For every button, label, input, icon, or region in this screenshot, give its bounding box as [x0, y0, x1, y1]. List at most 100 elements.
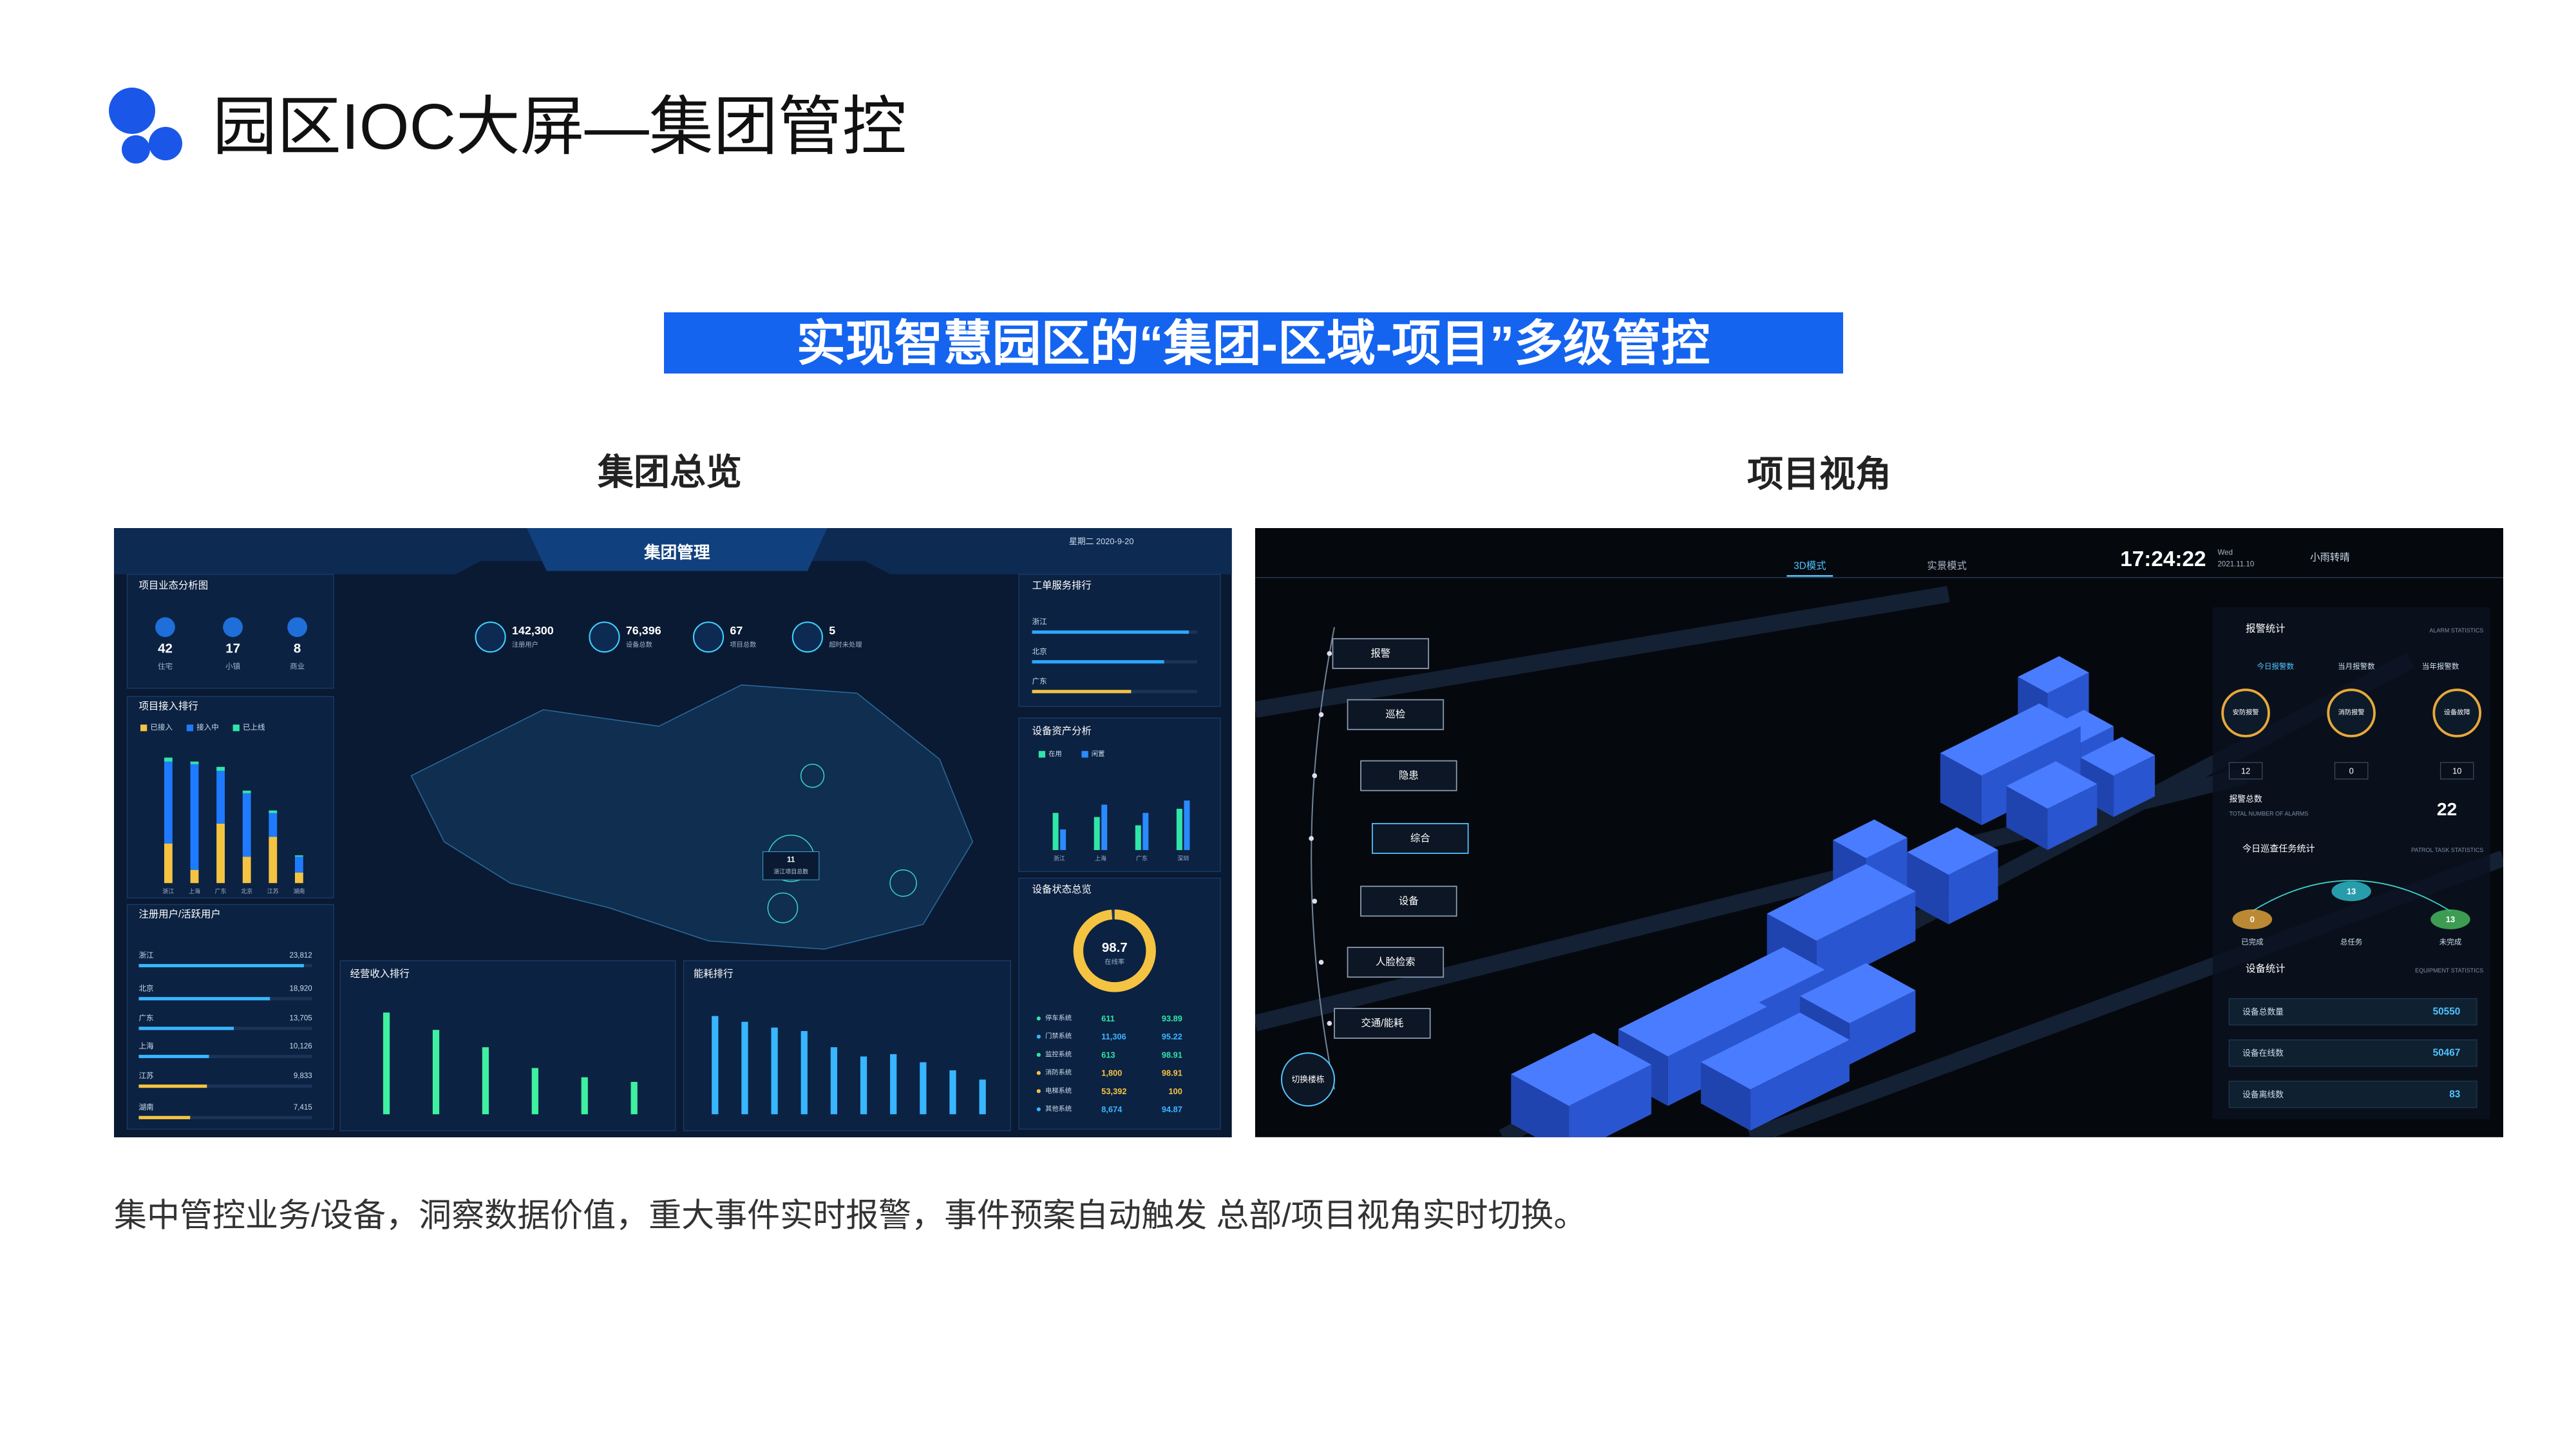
label: 切换楼栋 — [1291, 1075, 1324, 1084]
legend-swatch — [1081, 751, 1088, 758]
label: 设备状态总览 — [1032, 884, 1092, 895]
menu-button[interactable] — [1347, 699, 1444, 730]
menu-button[interactable] — [1332, 638, 1430, 669]
label: 上海 — [1095, 855, 1106, 862]
bar — [800, 1030, 808, 1115]
patrol-badge — [2331, 881, 2371, 902]
label: 在线率 — [1104, 958, 1124, 966]
label: 93.89 — [1162, 1014, 1182, 1023]
label: 17:24:22 — [2120, 547, 2206, 571]
bar — [1142, 813, 1149, 850]
label: PATROL TASK STATISTICS — [2411, 847, 2483, 853]
menu-button[interactable] — [1360, 886, 1457, 917]
bar — [1052, 813, 1059, 850]
label: 深圳 — [1177, 855, 1189, 862]
building-top — [2018, 656, 2089, 694]
label: 浙江项目总数 — [773, 867, 808, 875]
panel — [1018, 717, 1221, 872]
building-top — [1833, 819, 1908, 858]
bar — [860, 1056, 867, 1115]
building-top — [2080, 737, 2155, 776]
legend-swatch — [232, 724, 240, 732]
menu-button[interactable] — [1372, 822, 1469, 854]
label: 综合 — [1410, 832, 1430, 844]
caption: 集中管控业务/设备，洞察数据价值，重大事件实时报警，事件预案自动触发 总部/项目… — [114, 1197, 1587, 1234]
label: 超时未处理 — [829, 641, 862, 649]
bar — [1135, 825, 1141, 850]
icon — [155, 617, 175, 638]
label: 人脸检索 — [1376, 956, 1416, 968]
building — [2006, 786, 2048, 850]
bar — [581, 1077, 588, 1115]
patrol-badge — [2430, 909, 2470, 929]
dot — [1036, 1034, 1041, 1039]
menu-button[interactable] — [1347, 947, 1444, 978]
label: 11,306 — [1101, 1032, 1126, 1041]
bar — [1094, 817, 1100, 850]
row-bg — [2228, 1081, 2477, 1108]
bar — [190, 764, 199, 870]
label: 611 — [1101, 1014, 1115, 1023]
label: 23,812 — [289, 952, 312, 960]
bar — [482, 1047, 489, 1115]
building — [2114, 755, 2155, 817]
patrol-arc — [2251, 880, 2451, 912]
bar — [741, 1021, 748, 1115]
label: 广东 — [215, 887, 227, 895]
label: 广东 — [1032, 677, 1047, 685]
label: 98.91 — [1162, 1068, 1182, 1078]
section-label: 项目视角 — [1747, 454, 1891, 495]
building-top — [1907, 827, 1998, 875]
bar — [1176, 808, 1182, 850]
label: 注册用户 — [512, 641, 538, 649]
bar — [712, 1016, 719, 1115]
bar — [1032, 660, 1164, 664]
donut-arc — [1073, 909, 1156, 992]
label: 巡检 — [1386, 708, 1406, 720]
bar — [630, 1081, 638, 1115]
banner — [664, 312, 1843, 374]
label: 设备在线数 — [2242, 1048, 2284, 1058]
label: 在用 — [1048, 750, 1062, 758]
bar — [294, 872, 303, 884]
banner-text: 实现智慧园区的“集团-区域-项目”多级管控 — [797, 317, 1710, 372]
logo-dot — [122, 135, 150, 164]
bar — [138, 997, 270, 1001]
label: 住宅 — [158, 661, 173, 670]
label: 142,300 — [512, 624, 554, 637]
menu-button[interactable] — [1334, 1008, 1431, 1039]
label: 设备 — [1399, 895, 1419, 907]
label: 接入中 — [196, 723, 219, 732]
bar — [138, 1084, 207, 1088]
project-dashboard: 3D模式 实景模式 17:24:22 Wed 2021.11.10 小雨转晴报警巡检隐患综… — [1255, 528, 2504, 1137]
building — [1940, 753, 1982, 826]
label: 报警统计 — [2246, 623, 2286, 634]
label: 商业 — [290, 661, 305, 670]
section-label: 集团总览 — [597, 452, 742, 493]
bar-track — [138, 1084, 312, 1088]
building — [1511, 1074, 1569, 1137]
map-ring — [800, 763, 825, 788]
kpi-icon — [791, 621, 823, 653]
label: 报警 — [1370, 647, 1390, 659]
map-tag — [762, 851, 820, 880]
menu-arc — [1311, 627, 1336, 1090]
panel — [1018, 574, 1221, 707]
label: 交通/能耗 — [1361, 1018, 1403, 1029]
label: 北京 — [138, 983, 153, 992]
page-title: 园区IOC大屏—集团管控 — [213, 91, 907, 163]
label: 100 — [1169, 1086, 1182, 1096]
bar — [138, 1027, 234, 1030]
bar — [1101, 804, 1108, 850]
label: 浙江 — [1054, 855, 1065, 862]
menu-node — [1309, 836, 1314, 841]
label: 消防系统 — [1045, 1068, 1072, 1077]
switch-button[interactable] — [1280, 1052, 1336, 1107]
label: 北京 — [241, 887, 252, 895]
label: 613 — [1101, 1050, 1115, 1059]
panel — [126, 904, 334, 1130]
label: 5 — [829, 624, 835, 637]
icon — [287, 617, 307, 638]
menu-button[interactable] — [1360, 760, 1457, 791]
